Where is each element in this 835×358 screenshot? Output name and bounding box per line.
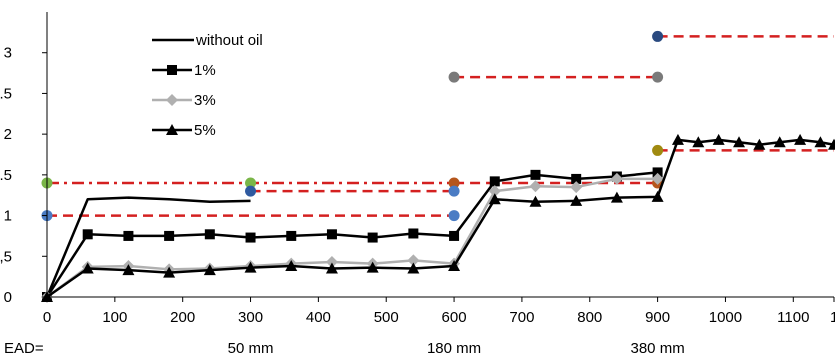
series-3-point-6	[285, 260, 298, 272]
series-1-point-7	[326, 229, 337, 240]
y-tick-label-5: .5	[0, 85, 12, 102]
ead-label: EAD=	[4, 340, 44, 357]
series-3-point-7	[325, 262, 338, 274]
reference-point-5	[448, 185, 460, 197]
x-tick-label-6: 600	[442, 309, 467, 326]
ead-row: EAD= 50 mm 180 mm 380 mm	[4, 340, 685, 357]
reference-point-4	[448, 177, 460, 189]
series-3-point-5	[244, 261, 257, 273]
series-1-point-1	[82, 229, 93, 240]
series-3-point-20	[753, 138, 766, 150]
legend-marker-3	[166, 124, 178, 135]
reference-point-11	[652, 144, 664, 156]
series-1-point-3	[164, 230, 175, 241]
series-1-point-15	[652, 167, 663, 178]
series-3-point-2	[122, 264, 135, 276]
series-3-point-8	[366, 261, 379, 273]
legend-label-0: without oil	[195, 32, 263, 49]
x-tick-label-4: 400	[306, 309, 331, 326]
reference-point-8	[652, 71, 664, 83]
series-3-point-10	[448, 260, 461, 272]
reference-lines	[47, 35, 834, 217]
series-3-point-11	[488, 193, 501, 205]
y-tick-label-4: 2	[4, 126, 12, 143]
series-2-point-12	[529, 180, 542, 193]
legend-label-1: 1%	[194, 62, 216, 79]
series-3-point-17	[692, 136, 705, 148]
series-group	[41, 133, 835, 303]
legend-marker-2	[166, 94, 178, 106]
reference-point-2	[245, 177, 257, 189]
series-2-point-14	[610, 172, 623, 185]
x-tick-label-12: 1	[830, 309, 835, 326]
y-tick-label-3: .5	[0, 167, 12, 184]
series-3-point-12	[529, 195, 542, 207]
series-3-point-18	[712, 133, 725, 145]
series-1-point-9	[408, 228, 419, 239]
series-1-point-6	[286, 230, 297, 241]
series-1-point-12	[530, 169, 541, 180]
series-3-point-4	[203, 264, 216, 276]
reference-point-6	[448, 210, 460, 222]
legend-label-3: 5%	[194, 122, 216, 139]
reference-points	[41, 30, 664, 222]
y-tick-label-6: 3	[4, 45, 12, 62]
series-line-2	[46, 177, 658, 299]
ead-value-2: 380 mm	[631, 340, 685, 357]
series-1-point-11	[489, 176, 500, 187]
x-tick-label-11: 1100	[777, 309, 809, 326]
reference-point-3	[245, 185, 257, 197]
axes: 0 ,5 1 .5 2 .5 3 0 100 200 300 400 500 600 700 800 900 10…	[0, 12, 835, 326]
series-2-point-15	[651, 172, 664, 185]
y-tick-label-1: ,5	[0, 248, 12, 265]
series-line-3	[46, 138, 835, 299]
x-tick-label-0: 0	[43, 309, 51, 326]
x-tick-label-9: 900	[645, 309, 670, 326]
reference-point-7	[448, 71, 460, 83]
series-3-point-3	[163, 266, 176, 278]
x-tick-label-1: 100	[102, 309, 127, 326]
series-3-point-24	[828, 138, 835, 150]
y-tick-label-2: 1	[4, 208, 12, 225]
ead-value-0: 50 mm	[228, 340, 274, 357]
series-3-point-19	[733, 136, 746, 148]
series-3-point-21	[773, 136, 786, 148]
x-tick-label-2: 200	[170, 309, 195, 326]
reference-point-10	[652, 30, 664, 42]
series-1-point-2	[123, 230, 134, 241]
series-2-point-11	[488, 185, 501, 198]
series-3-point-15	[651, 190, 664, 202]
legend-marker-1	[167, 65, 177, 75]
series-1-point-10	[449, 230, 460, 241]
series-3-point-22	[794, 133, 807, 145]
series-1-point-8	[367, 232, 378, 243]
series-3-point-9	[407, 262, 420, 274]
x-tick-label-5: 500	[374, 309, 399, 326]
series-3-point-13	[570, 194, 583, 206]
series-1-point-5	[245, 232, 256, 243]
series-line-0	[45, 196, 251, 298]
x-tick-label-7: 700	[509, 309, 534, 326]
series-2-point-13	[570, 181, 583, 194]
x-tick-label-10: 1000	[709, 309, 742, 326]
series-1-point-13	[571, 173, 582, 184]
series-3-point-14	[610, 191, 623, 203]
y-tick-label-0: 0	[4, 289, 12, 306]
series-3-point-1	[81, 262, 94, 274]
ead-value-1: 180 mm	[427, 340, 481, 357]
series-2-point-7	[325, 255, 338, 268]
series-3-point-16	[671, 133, 684, 145]
series-1-point-4	[204, 229, 215, 240]
series-2-point-9	[407, 254, 420, 267]
series-line-1	[45, 171, 658, 298]
x-tick-label-8: 800	[577, 309, 602, 326]
legend-label-2: 3%	[194, 92, 216, 109]
x-tick-label-3: 300	[238, 309, 263, 326]
series-3-point-23	[814, 136, 827, 148]
legend: without oil 1% 3% 5%	[152, 32, 263, 139]
